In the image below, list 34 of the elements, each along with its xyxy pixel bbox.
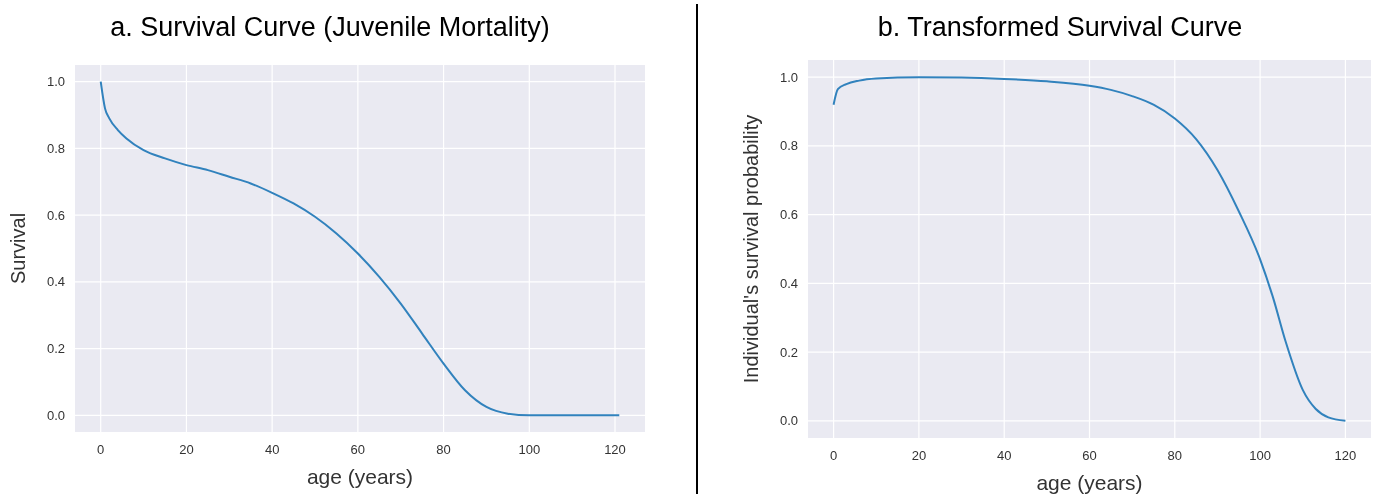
y-tick-label: 0.8 — [779, 138, 798, 154]
x-tick-label: 20 — [911, 448, 927, 463]
y-tick-label: 0.8 — [46, 140, 65, 156]
y-axis-title: Survival — [7, 212, 29, 285]
y-tick-label: 0.6 — [779, 207, 798, 223]
chart-title: b. Transformed Survival Curve — [877, 12, 1243, 42]
x-tick-label: 60 — [1082, 448, 1097, 463]
x-tick-label: 40 — [264, 442, 280, 457]
x-tick-label: 0 — [97, 442, 105, 457]
x-tick-label: 120 — [1334, 448, 1357, 463]
x-tick-label: 80 — [1167, 448, 1183, 463]
y-tick-label: 1.0 — [779, 69, 798, 85]
y-tick-label: 0.0 — [779, 413, 798, 429]
x-tick-label: 20 — [179, 442, 194, 457]
x-tick-label: 120 — [604, 442, 626, 457]
x-tick-label: 40 — [996, 448, 1012, 463]
y-tick-label: 0.4 — [46, 274, 65, 290]
line-series — [832, 76, 1347, 422]
y-tick-label: 0.6 — [46, 207, 65, 223]
x-tick-label: 80 — [436, 442, 451, 457]
line-series — [99, 80, 621, 417]
y-tick-label: 1.0 — [46, 74, 65, 90]
x-tick-label: 100 — [1249, 448, 1271, 463]
y-tick-label: 0.0 — [46, 407, 65, 423]
chart-title: a. Survival Curve (Juvenile Mortality) — [110, 12, 550, 42]
x-tick-label: 100 — [518, 442, 541, 457]
y-tick-label: 0.4 — [779, 275, 798, 291]
x-tick-label: 0 — [829, 448, 838, 463]
y-tick-label: 0.2 — [779, 344, 798, 360]
y-axis-title: Individual's survival probability — [740, 114, 762, 384]
x-axis-title: age (years) — [306, 465, 414, 488]
x-tick-label: 60 — [350, 442, 366, 457]
y-tick-label: 0.2 — [46, 341, 65, 357]
x-axis-title: age (years) — [1036, 471, 1143, 494]
